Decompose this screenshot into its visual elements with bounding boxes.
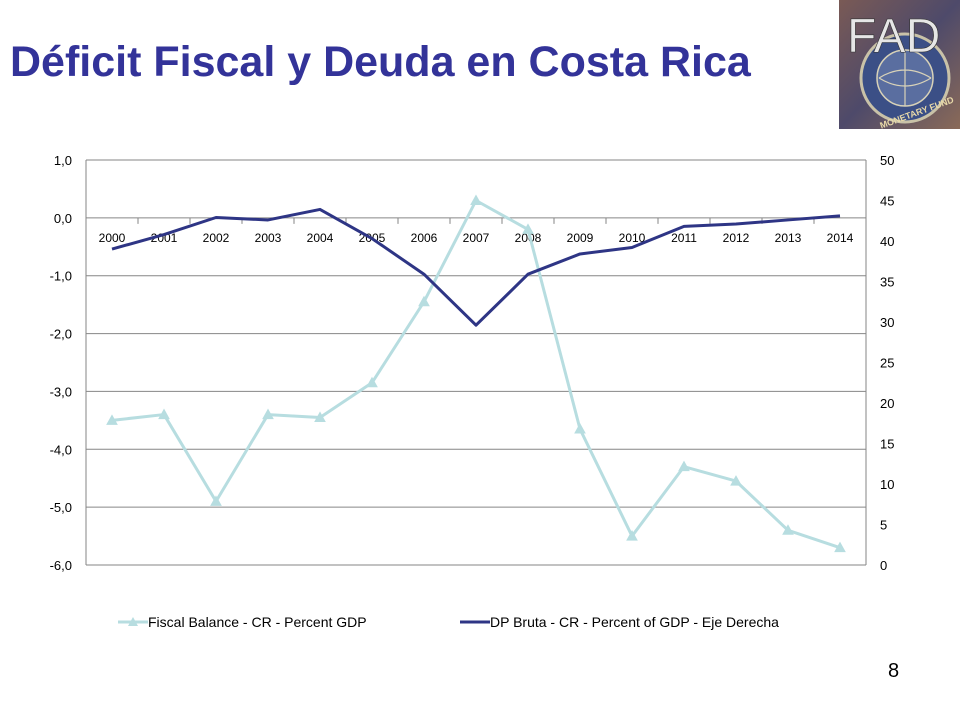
logo-fad-text: FAD bbox=[847, 10, 940, 63]
category-label: 2001 bbox=[151, 231, 178, 245]
slide-number: 8 bbox=[888, 660, 900, 682]
category-label: 2000 bbox=[99, 231, 126, 245]
category-label: 2009 bbox=[567, 231, 594, 245]
category-label: 2014 bbox=[827, 231, 854, 245]
left-tick-label: -2,0 bbox=[50, 327, 72, 342]
right-tick-label: 25 bbox=[880, 356, 894, 371]
category-label: 2008 bbox=[515, 231, 542, 245]
series-line-1 bbox=[111, 207, 841, 327]
left-tick-label: -4,0 bbox=[50, 442, 72, 457]
right-tick-label: 5 bbox=[880, 518, 887, 533]
right-tick-label: 40 bbox=[880, 234, 894, 249]
left-tick-label: 0,0 bbox=[54, 211, 72, 226]
data-point-marker bbox=[314, 411, 326, 422]
series-line-0 bbox=[111, 199, 841, 550]
chart-series bbox=[106, 194, 846, 553]
right-tick-label: 10 bbox=[880, 477, 894, 492]
right-tick-label: 30 bbox=[880, 315, 894, 330]
category-label: 2012 bbox=[723, 231, 750, 245]
data-point-marker bbox=[782, 524, 794, 535]
chart-gridlines bbox=[85, 159, 867, 566]
left-axis-ticks: 1,0 0,0 -1,0 -2,0 -3,0 -4,0 -5,0 -6,0 bbox=[50, 153, 72, 573]
data-point-marker bbox=[158, 408, 170, 420]
data-point-marker bbox=[262, 408, 274, 420]
category-label: 2006 bbox=[411, 231, 438, 245]
right-tick-label: 35 bbox=[880, 275, 894, 290]
data-point-marker bbox=[418, 295, 430, 307]
right-tick-label: 15 bbox=[880, 437, 894, 452]
logo-globe-lines bbox=[878, 50, 932, 106]
right-tick-label: 50 bbox=[880, 153, 894, 168]
data-point-marker bbox=[470, 194, 482, 205]
right-tick-label: 20 bbox=[880, 396, 894, 411]
category-label: 2007 bbox=[463, 231, 490, 245]
imf-fad-logo: FAD MONETARY FUND bbox=[839, 0, 960, 129]
left-tick-label: -1,0 bbox=[50, 269, 72, 284]
chart-legend: Fiscal Balance - CR - Percent GDP DP Brut… bbox=[118, 614, 779, 630]
data-point-marker bbox=[366, 376, 378, 388]
right-tick-label: 0 bbox=[880, 558, 887, 573]
data-point-marker bbox=[574, 423, 586, 434]
category-label: 2010 bbox=[619, 231, 646, 245]
data-point-marker bbox=[678, 460, 690, 472]
page-title: Déficit Fiscal y Deuda en Costa Rica bbox=[10, 38, 751, 86]
data-point-marker bbox=[522, 223, 534, 234]
data-point-marker bbox=[626, 530, 638, 541]
category-label: 2002 bbox=[203, 231, 230, 245]
legend-label: DP Bruta - CR - Percent of GDP - Eje Der… bbox=[490, 614, 779, 630]
legend-label: Fiscal Balance - CR - Percent GDP bbox=[148, 614, 367, 630]
category-label: 2011 bbox=[671, 231, 697, 245]
category-label: 2003 bbox=[255, 231, 282, 245]
left-tick-label: -3,0 bbox=[50, 384, 72, 399]
data-point-marker bbox=[210, 495, 222, 506]
left-tick-label: -6,0 bbox=[50, 558, 72, 573]
right-tick-label: 45 bbox=[880, 194, 894, 209]
category-axis: 2000 2001 2002 2003 2004 2005 2006 2007 2008 2009… bbox=[85, 217, 867, 245]
category-label: 2013 bbox=[775, 231, 802, 245]
data-point-marker bbox=[834, 541, 846, 553]
category-label: 2004 bbox=[307, 231, 334, 245]
data-point-marker bbox=[106, 414, 118, 425]
left-tick-label: 1,0 bbox=[54, 153, 72, 168]
legend-marker bbox=[128, 617, 138, 626]
data-point-marker bbox=[730, 475, 742, 486]
left-tick-label: -5,0 bbox=[50, 500, 72, 515]
